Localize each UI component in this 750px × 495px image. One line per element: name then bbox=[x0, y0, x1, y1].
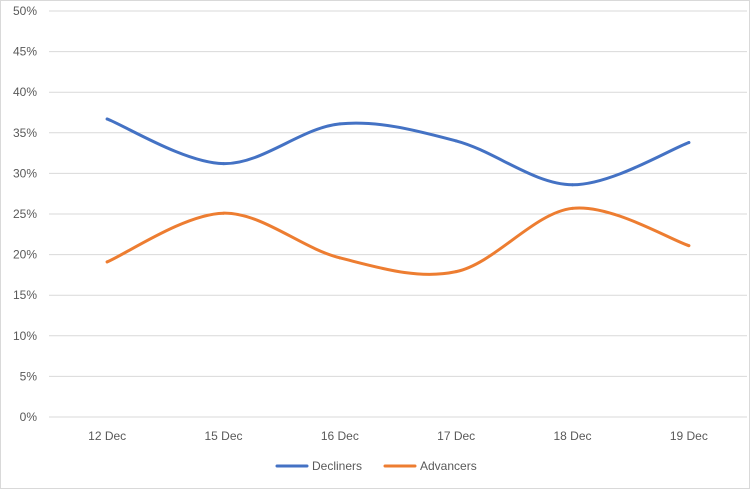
data-point-decliners bbox=[222, 162, 225, 166]
data-point-decliners bbox=[454, 139, 458, 143]
x-tick-label: 16 Dec bbox=[321, 429, 359, 443]
data-point-decliners bbox=[687, 141, 691, 145]
series-lines bbox=[105, 117, 691, 276]
data-point-advancers bbox=[454, 270, 458, 274]
legend-label: Decliners bbox=[312, 459, 362, 473]
y-tick-label: 15% bbox=[13, 288, 37, 302]
legend: Decliners Advancers bbox=[275, 459, 477, 473]
x-tick-label: 15 Dec bbox=[204, 429, 242, 443]
data-point-decliners bbox=[105, 117, 109, 121]
y-axis-ticks: 0% 5% 10% 15% 20% 25% 30% 35% 40% 45% 50% bbox=[13, 4, 37, 424]
x-axis-ticks: 12 Dec 15 Dec 16 Dec 17 Dec 18 Dec 19 Dec bbox=[88, 429, 708, 443]
x-tick-label: 18 Dec bbox=[553, 429, 591, 443]
y-tick-label: 30% bbox=[13, 166, 37, 180]
data-point-advancers bbox=[338, 256, 342, 260]
y-tick-label: 0% bbox=[20, 410, 38, 424]
data-point-advancers bbox=[222, 211, 225, 215]
x-tick-label: 17 Dec bbox=[437, 429, 475, 443]
y-tick-label: 35% bbox=[13, 126, 37, 140]
data-point-advancers bbox=[105, 260, 109, 264]
data-point-decliners bbox=[571, 183, 574, 187]
series-line-decliners bbox=[105, 117, 691, 187]
y-tick-label: 5% bbox=[20, 369, 38, 383]
series-line-advancers bbox=[105, 206, 691, 276]
gridlines bbox=[49, 10, 747, 418]
y-tick-label: 25% bbox=[13, 207, 37, 221]
y-tick-label: 10% bbox=[13, 329, 37, 343]
x-tick-label: 19 Dec bbox=[670, 429, 708, 443]
data-point-decliners bbox=[338, 122, 342, 126]
x-tick-label: 12 Dec bbox=[88, 429, 126, 443]
data-point-advancers bbox=[687, 244, 691, 248]
y-tick-label: 40% bbox=[13, 85, 37, 99]
data-point-advancers bbox=[571, 206, 574, 210]
y-tick-label: 20% bbox=[13, 248, 37, 262]
y-tick-label: 50% bbox=[13, 4, 37, 18]
y-tick-label: 45% bbox=[13, 45, 37, 59]
legend-label: Advancers bbox=[420, 459, 477, 473]
